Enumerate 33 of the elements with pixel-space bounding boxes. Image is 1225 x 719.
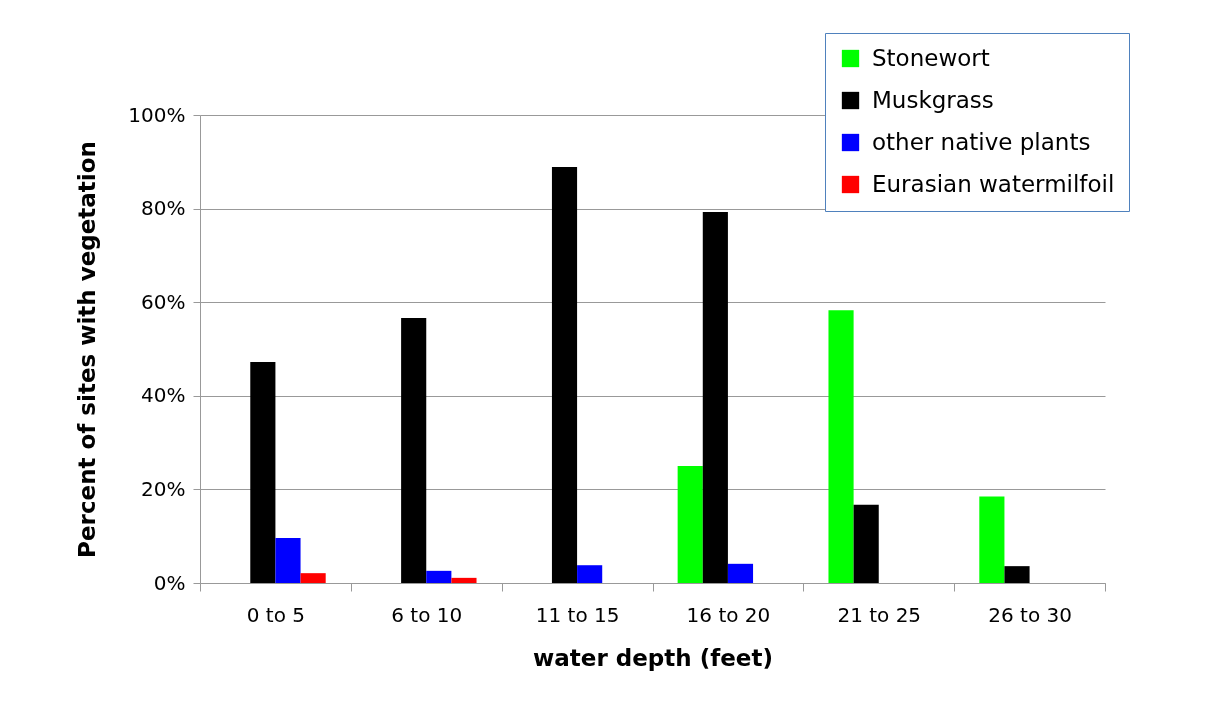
bar [979, 496, 1005, 583]
y-tick-label: 100% [128, 102, 186, 127]
y-tick-label: 0% [153, 570, 186, 595]
bar [275, 538, 301, 583]
bar [853, 504, 879, 583]
bar [401, 318, 427, 583]
bar [451, 577, 477, 583]
bar [250, 362, 276, 583]
bar [426, 570, 452, 583]
bar [702, 211, 728, 583]
x-tick-label: 0 to 5 [246, 602, 306, 627]
x-tick-label: 11 to 15 [535, 602, 620, 627]
bar [577, 565, 603, 583]
bar [677, 466, 703, 583]
x-tick-label: 21 to 25 [837, 602, 922, 627]
bar [828, 310, 854, 583]
y-tick-label: 80% [141, 196, 186, 221]
legend-label: Muskgrass [872, 86, 994, 113]
x-axis-title: water depth (feet) [533, 644, 773, 671]
y-tick-label: 40% [141, 383, 186, 408]
bar [300, 573, 326, 583]
bar [1004, 566, 1030, 583]
legend-label: other native plants [872, 128, 1091, 155]
y-tick-label: 60% [141, 289, 186, 314]
bar [551, 166, 578, 583]
legend-label: Stonewort [872, 44, 990, 71]
x-tick-label: 6 to 10 [391, 602, 463, 627]
x-tick-label: 16 to 20 [686, 602, 771, 627]
x-tick-label: 26 to 30 [988, 602, 1072, 627]
bar [727, 563, 754, 583]
y-axis-title: Percent of sites with vegetation [74, 141, 101, 558]
y-tick-label: 20% [141, 476, 186, 501]
legend-label: Eurasian watermilfoil [872, 170, 1115, 197]
